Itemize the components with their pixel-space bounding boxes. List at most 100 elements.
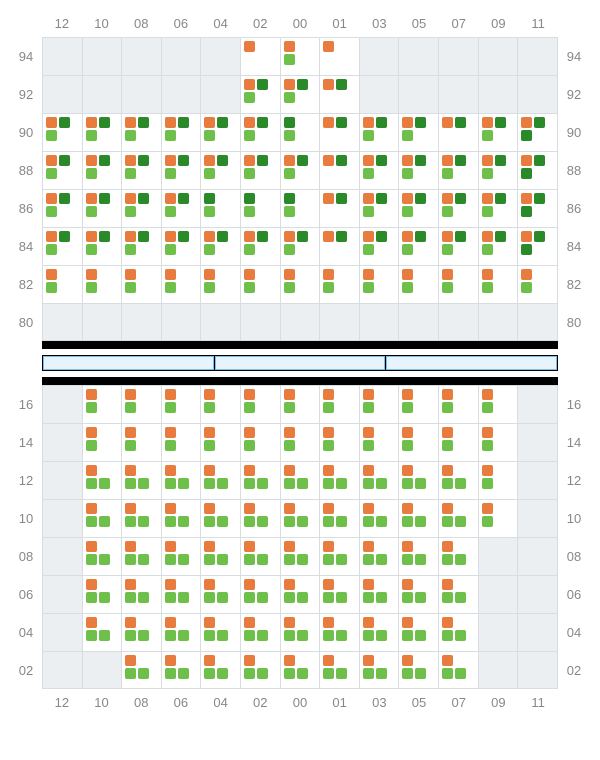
seat-cell[interactable]: [438, 651, 478, 689]
seat-cell[interactable]: [280, 423, 320, 461]
seat-cell[interactable]: [359, 537, 399, 575]
seat-cell[interactable]: [319, 265, 359, 303]
seat-cell[interactable]: [359, 461, 399, 499]
seat-cell[interactable]: [240, 499, 280, 537]
seat-cell[interactable]: [240, 75, 280, 113]
seat-cell[interactable]: [121, 265, 161, 303]
seat-cell[interactable]: [161, 227, 201, 265]
seat-cell[interactable]: [161, 385, 201, 423]
seat-cell[interactable]: [478, 499, 518, 537]
seat-cell[interactable]: [121, 189, 161, 227]
seat-cell[interactable]: [240, 265, 280, 303]
seat-cell[interactable]: [280, 537, 320, 575]
seat-cell[interactable]: [398, 385, 438, 423]
seat-cell[interactable]: [478, 265, 518, 303]
seat-cell[interactable]: [240, 151, 280, 189]
seat-cell[interactable]: [438, 385, 478, 423]
seat-cell[interactable]: [161, 423, 201, 461]
seat-cell[interactable]: [438, 461, 478, 499]
seat-cell[interactable]: [161, 151, 201, 189]
seat-cell[interactable]: [161, 537, 201, 575]
seat-cell[interactable]: [438, 265, 478, 303]
seat-cell[interactable]: [280, 227, 320, 265]
seat-cell[interactable]: [200, 613, 240, 651]
seat-cell[interactable]: [319, 227, 359, 265]
seat-cell[interactable]: [319, 613, 359, 651]
seat-cell[interactable]: [280, 385, 320, 423]
seat-cell[interactable]: [517, 265, 558, 303]
seat-cell[interactable]: [161, 113, 201, 151]
seat-cell[interactable]: [398, 613, 438, 651]
seat-cell[interactable]: [240, 37, 280, 75]
seat-cell[interactable]: [280, 499, 320, 537]
seat-cell[interactable]: [200, 227, 240, 265]
seat-cell[interactable]: [121, 151, 161, 189]
seat-cell[interactable]: [42, 265, 82, 303]
seat-cell[interactable]: [82, 613, 122, 651]
seat-cell[interactable]: [438, 227, 478, 265]
seat-cell[interactable]: [359, 575, 399, 613]
seat-cell[interactable]: [398, 227, 438, 265]
seat-cell[interactable]: [82, 265, 122, 303]
seat-cell[interactable]: [398, 151, 438, 189]
seat-cell[interactable]: [359, 113, 399, 151]
seat-cell[interactable]: [517, 151, 558, 189]
seat-cell[interactable]: [161, 575, 201, 613]
seat-cell[interactable]: [438, 189, 478, 227]
seat-cell[interactable]: [478, 227, 518, 265]
seat-cell[interactable]: [319, 385, 359, 423]
seat-cell[interactable]: [121, 537, 161, 575]
seat-cell[interactable]: [438, 613, 478, 651]
seat-cell[interactable]: [42, 113, 82, 151]
seat-cell[interactable]: [478, 189, 518, 227]
seat-cell[interactable]: [121, 499, 161, 537]
seat-cell[interactable]: [121, 113, 161, 151]
seat-cell[interactable]: [240, 613, 280, 651]
seat-cell[interactable]: [240, 537, 280, 575]
seat-cell[interactable]: [200, 265, 240, 303]
seat-cell[interactable]: [121, 385, 161, 423]
seat-cell[interactable]: [200, 499, 240, 537]
seat-cell[interactable]: [359, 613, 399, 651]
seat-cell[interactable]: [240, 461, 280, 499]
seat-cell[interactable]: [280, 613, 320, 651]
seat-cell[interactable]: [438, 575, 478, 613]
seat-cell[interactable]: [398, 651, 438, 689]
seat-cell[interactable]: [42, 227, 82, 265]
seat-cell[interactable]: [240, 423, 280, 461]
seat-cell[interactable]: [82, 385, 122, 423]
seat-cell[interactable]: [438, 537, 478, 575]
seat-cell[interactable]: [240, 189, 280, 227]
seat-cell[interactable]: [82, 423, 122, 461]
seat-cell[interactable]: [161, 265, 201, 303]
seat-cell[interactable]: [121, 423, 161, 461]
seat-cell[interactable]: [280, 461, 320, 499]
seat-cell[interactable]: [319, 537, 359, 575]
seat-cell[interactable]: [200, 151, 240, 189]
seat-cell[interactable]: [240, 575, 280, 613]
seat-cell[interactable]: [200, 537, 240, 575]
seat-cell[interactable]: [200, 423, 240, 461]
seat-cell[interactable]: [319, 423, 359, 461]
seat-cell[interactable]: [319, 37, 359, 75]
seat-cell[interactable]: [200, 189, 240, 227]
seat-cell[interactable]: [280, 113, 320, 151]
seat-cell[interactable]: [359, 189, 399, 227]
seat-cell[interactable]: [438, 499, 478, 537]
seat-cell[interactable]: [319, 113, 359, 151]
seat-cell[interactable]: [359, 385, 399, 423]
seat-cell[interactable]: [319, 189, 359, 227]
seat-cell[interactable]: [240, 385, 280, 423]
seat-cell[interactable]: [478, 385, 518, 423]
seat-cell[interactable]: [398, 575, 438, 613]
seat-cell[interactable]: [82, 151, 122, 189]
seat-cell[interactable]: [200, 575, 240, 613]
seat-cell[interactable]: [438, 113, 478, 151]
seat-cell[interactable]: [280, 575, 320, 613]
seat-cell[interactable]: [398, 499, 438, 537]
seat-cell[interactable]: [359, 265, 399, 303]
seat-cell[interactable]: [478, 423, 518, 461]
seat-cell[interactable]: [161, 461, 201, 499]
seat-cell[interactable]: [82, 461, 122, 499]
seat-cell[interactable]: [280, 265, 320, 303]
